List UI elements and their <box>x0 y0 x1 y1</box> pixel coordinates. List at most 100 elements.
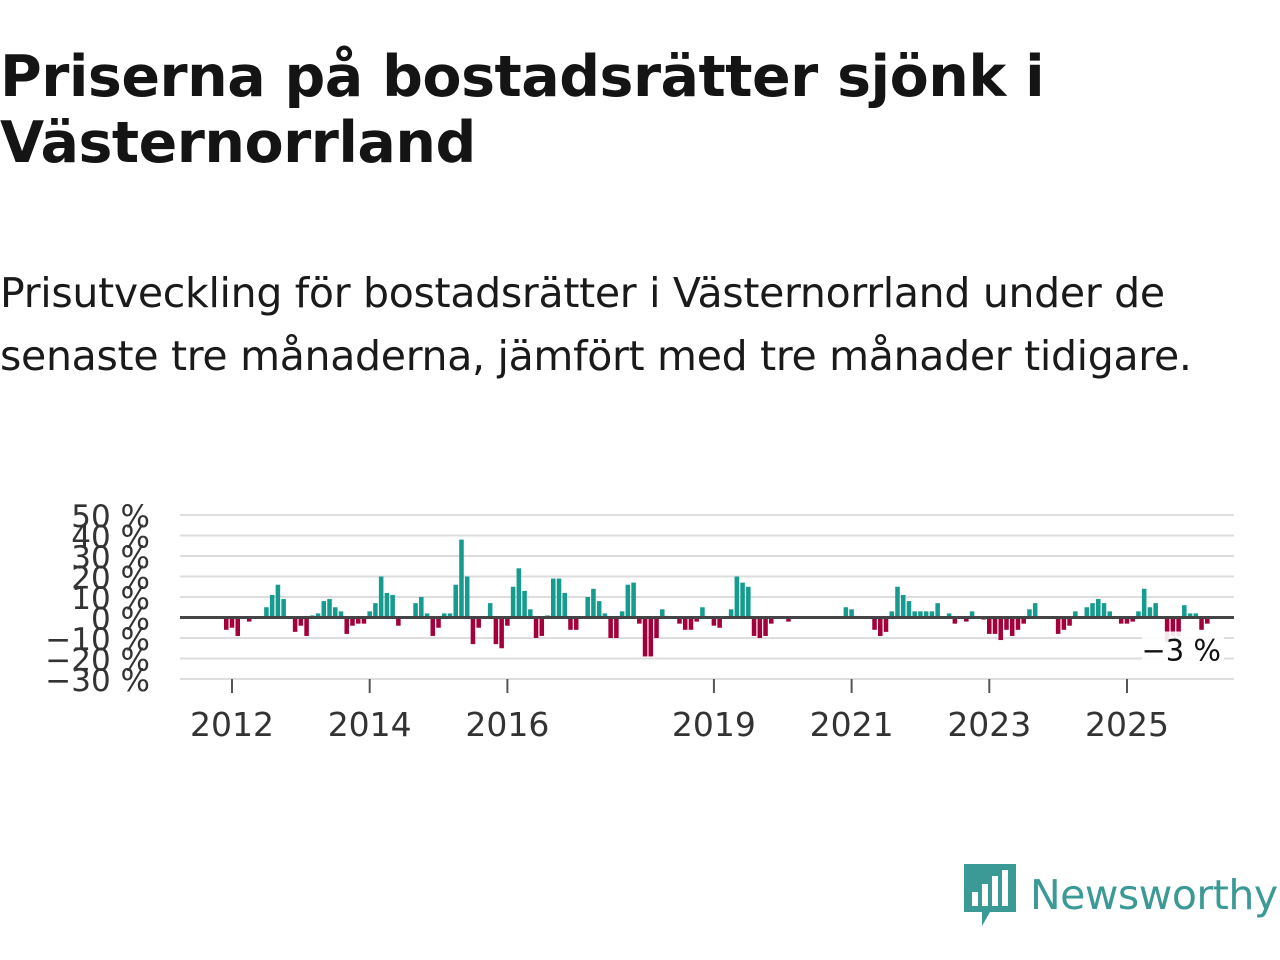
x-tick-label: 2014 <box>328 705 412 744</box>
bar <box>1136 611 1141 618</box>
bar <box>528 609 533 618</box>
bar <box>688 617 694 630</box>
bar <box>464 576 470 618</box>
bar <box>476 617 481 628</box>
bar <box>1141 588 1147 618</box>
bar <box>1021 617 1026 624</box>
bar <box>786 617 791 622</box>
bar <box>992 617 998 634</box>
bar <box>596 601 602 618</box>
bar <box>344 617 350 634</box>
bar <box>499 617 504 649</box>
bar <box>568 617 573 630</box>
bar <box>843 607 849 618</box>
bar <box>533 617 539 638</box>
bar <box>883 617 889 632</box>
bar <box>350 617 355 626</box>
bar <box>332 607 338 618</box>
bar <box>1193 613 1199 618</box>
bar-chart: 50 %40 %30 %20 %10 %0 %−10 %−20 %−30 % 2… <box>45 499 1234 744</box>
bar <box>264 607 269 618</box>
bar <box>1101 603 1107 618</box>
bar <box>1032 603 1038 618</box>
bar <box>906 601 912 618</box>
page-title: Priserna på bostadsrätter sjönk i Väster… <box>0 44 1045 176</box>
page-subtitle: Prisutveckling för bostadsrätter i Väste… <box>0 269 1192 380</box>
bar <box>769 617 774 624</box>
bar <box>453 584 459 618</box>
newsworthy-logo-icon <box>964 864 1016 926</box>
bar <box>447 613 453 618</box>
last-value-label-bg <box>1142 631 1224 668</box>
bar <box>660 609 665 618</box>
bar <box>654 617 659 638</box>
bar <box>1124 617 1130 624</box>
x-tick-label: 2012 <box>190 705 274 744</box>
bar <box>964 617 969 622</box>
bar <box>384 592 390 618</box>
chart-gridlines <box>180 514 1234 680</box>
bar <box>1153 603 1158 618</box>
bar <box>424 613 430 618</box>
bar <box>361 617 367 624</box>
bar <box>711 617 717 626</box>
bar <box>614 617 619 638</box>
bar <box>717 617 722 628</box>
last-value-label: −3 % <box>1141 634 1221 668</box>
bar <box>551 578 556 618</box>
bar <box>929 611 935 618</box>
bar <box>895 586 900 618</box>
y-tick-label: 0 % <box>91 602 150 638</box>
bar <box>562 592 568 618</box>
chart-bars <box>223 539 1210 657</box>
bar <box>889 611 895 618</box>
bar <box>625 584 631 618</box>
bar <box>516 568 522 618</box>
y-tick-label: 50 % <box>71 499 150 535</box>
bar <box>1107 611 1113 618</box>
bar <box>585 597 590 618</box>
bar <box>946 613 952 618</box>
bar <box>459 539 464 618</box>
bar <box>327 599 332 618</box>
bar <box>608 617 613 638</box>
bar <box>373 603 378 618</box>
bar <box>1015 617 1021 630</box>
bar <box>304 617 309 636</box>
bar <box>1182 605 1187 618</box>
bar <box>1147 607 1153 618</box>
bar <box>642 617 648 657</box>
y-tick-label: 20 % <box>71 561 150 597</box>
y-tick-label: 30 % <box>71 540 150 576</box>
bar <box>952 617 958 624</box>
bar <box>1170 617 1176 636</box>
bar <box>682 617 688 630</box>
y-tick-label: −30 % <box>45 663 150 699</box>
bar <box>229 617 235 628</box>
bar <box>246 617 252 622</box>
bar <box>648 617 654 657</box>
bar <box>315 613 321 618</box>
bar <box>235 617 241 636</box>
bar <box>442 613 447 618</box>
bar <box>470 617 476 645</box>
bar <box>631 582 636 618</box>
bar <box>321 601 327 618</box>
bar <box>430 617 436 636</box>
bar <box>1009 617 1015 636</box>
bar <box>436 617 441 628</box>
bar <box>419 597 424 618</box>
bar <box>912 611 917 618</box>
bar <box>918 611 923 618</box>
bar <box>751 617 757 636</box>
y-tick-label: 40 % <box>71 520 150 556</box>
bar <box>734 576 740 618</box>
brand-name: Newsworthy <box>1030 871 1278 919</box>
x-tick-label: 2016 <box>465 705 549 744</box>
bar <box>1096 599 1101 618</box>
bar <box>878 617 883 636</box>
bar <box>1118 617 1124 624</box>
y-axis-labels: 50 %40 %30 %20 %10 %0 %−10 %−20 %−30 % <box>45 499 150 699</box>
bar <box>872 617 877 630</box>
bar <box>1187 613 1193 618</box>
